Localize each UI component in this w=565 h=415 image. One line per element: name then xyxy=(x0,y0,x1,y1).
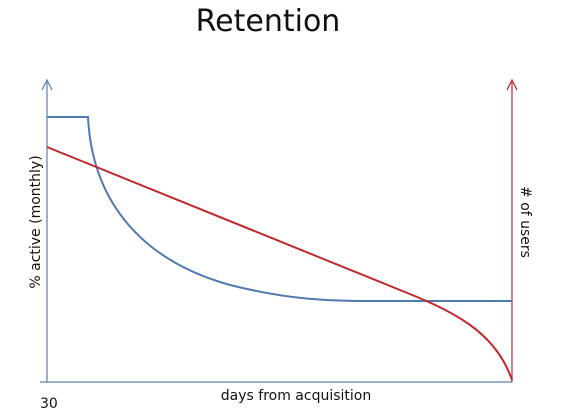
retention-curve xyxy=(47,116,512,302)
users-curve xyxy=(46,146,513,381)
x-axis-label: days from acquisition xyxy=(221,388,371,404)
y2-axis-arrow xyxy=(506,78,518,91)
y-axis-label: % active (monthly) xyxy=(28,155,44,288)
title: Retention xyxy=(196,4,341,39)
x-start-label: 30 xyxy=(40,396,58,412)
y-axis-arrow xyxy=(41,78,53,91)
y2-axis-label: # of users xyxy=(517,186,533,258)
